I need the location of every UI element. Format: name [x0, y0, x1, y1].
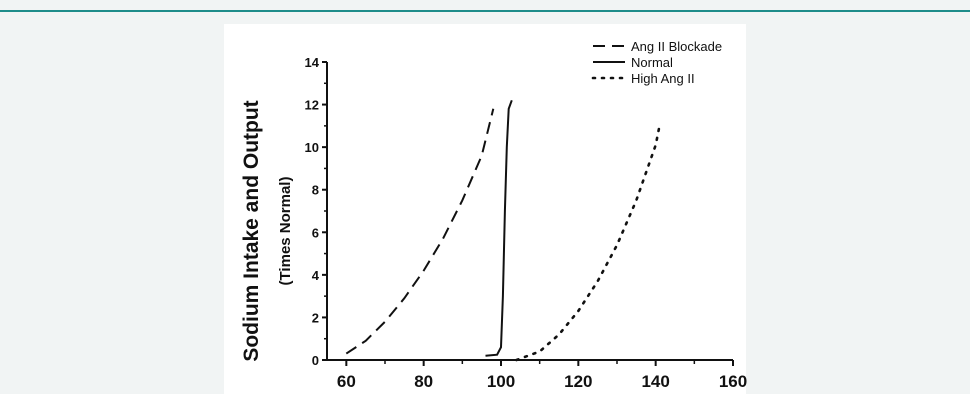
- y-tick-label: 2: [312, 310, 319, 325]
- series-line-high-ang-ii: [517, 126, 660, 360]
- series-line-ang-ii-blockade: [346, 109, 493, 354]
- y-tick-label: 10: [305, 140, 319, 155]
- x-tick-label: 140: [641, 372, 669, 391]
- x-tick-label: 60: [337, 372, 356, 391]
- y-tick-label: 14: [305, 55, 320, 70]
- legend-label: High Ang II: [631, 71, 695, 86]
- y-tick-label: 0: [312, 353, 319, 368]
- x-tick-label: 120: [564, 372, 592, 391]
- y-axis-title: Sodium Intake and Output: [240, 100, 263, 361]
- y-tick-label: 6: [312, 225, 319, 240]
- y-tick-label: 8: [312, 183, 319, 198]
- y-tick-label: 4: [312, 268, 320, 283]
- x-tick-label: 160: [719, 372, 747, 391]
- series-line-normal: [486, 100, 512, 355]
- legend-label: Normal: [631, 55, 673, 70]
- x-tick-label: 80: [414, 372, 433, 391]
- x-tick-label: 100: [487, 372, 515, 391]
- y-axis-subtitle: (Times Normal): [277, 177, 294, 286]
- y-tick-label: 12: [305, 98, 319, 113]
- legend-label: Ang II Blockade: [631, 39, 722, 54]
